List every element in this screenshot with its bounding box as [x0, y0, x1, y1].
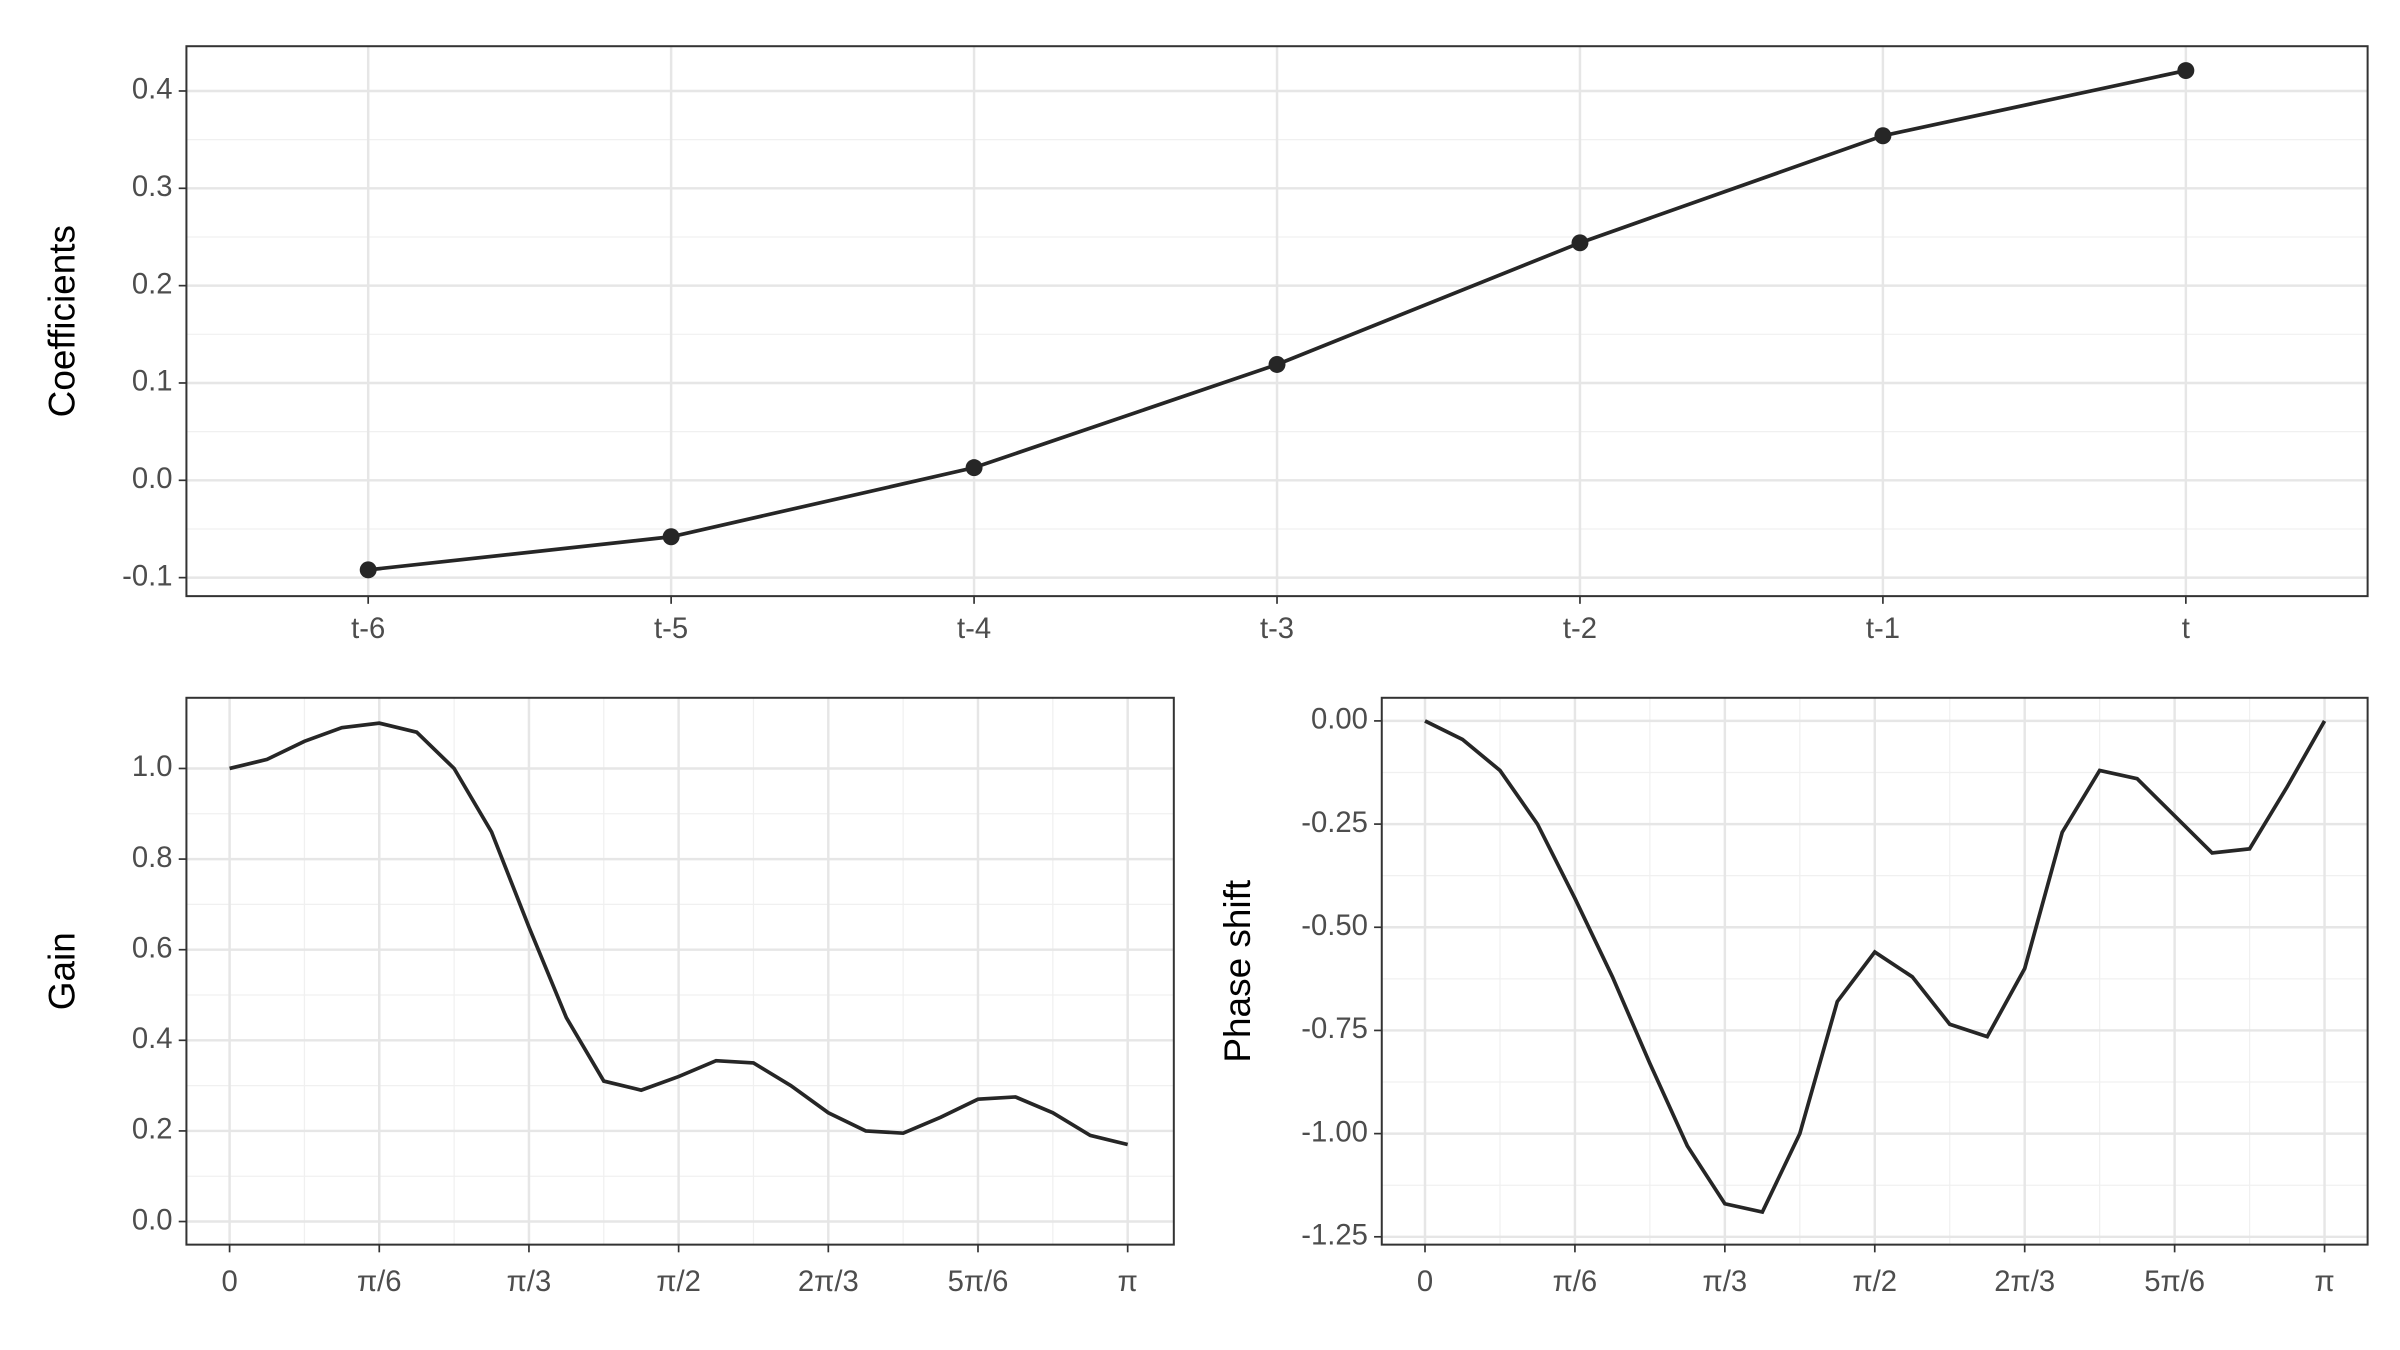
y-tick-label: 0.4 [132, 74, 173, 106]
data-line [1424, 719, 2327, 1215]
y-tick-label: -1.25 [1301, 1220, 1368, 1252]
x-tick-label: π [2314, 1266, 2334, 1298]
data-point [1268, 356, 1286, 373]
x-tick-label: 5π/6 [948, 1266, 1009, 1298]
x-tick-label: t-6 [351, 613, 385, 645]
data-point [662, 528, 680, 546]
x-tick-label: t-2 [1563, 613, 1597, 645]
panel-border [185, 45, 2369, 598]
x-tick-label: 2π/3 [798, 1266, 859, 1298]
y-tick-label: 0.8 [132, 842, 173, 874]
x-tick-label: π [1118, 1266, 1138, 1298]
x-tick-label: π/3 [1703, 1266, 1748, 1298]
panel-border [185, 696, 1175, 1246]
x-tick-label: π/2 [1852, 1266, 1897, 1298]
x-tick-label: t-4 [957, 613, 991, 645]
y-tick-label: -0.1 [122, 560, 172, 592]
x-tick-label: 0 [1417, 1266, 1433, 1298]
y-tick-label: 0.0 [132, 463, 173, 495]
y-axis-title: Gain [41, 932, 82, 1010]
y-tick-label: 0.6 [132, 932, 173, 964]
y-tick-label: 0.4 [132, 1023, 173, 1055]
x-tick-label: t-3 [1260, 613, 1294, 645]
y-tick-label: -0.75 [1301, 1013, 1368, 1045]
y-tick-label: -1.00 [1301, 1116, 1368, 1148]
x-tick-label: π/2 [656, 1266, 701, 1298]
data-point [965, 459, 983, 477]
data-point [1874, 127, 1892, 145]
y-axis-title: Phase shift [1217, 880, 1258, 1063]
data-point [359, 561, 377, 579]
y-tick-label: 0.2 [132, 268, 173, 300]
y-tick-label: 0.2 [132, 1114, 173, 1146]
y-tick-label: 1.0 [132, 751, 173, 783]
x-tick-label: π/3 [507, 1266, 552, 1298]
panel-border [1380, 696, 2369, 1246]
data-point [1571, 234, 1589, 252]
y-tick-label: -0.50 [1301, 910, 1368, 942]
data-point [2177, 62, 2195, 80]
x-tick-label: 5π/6 [2144, 1266, 2205, 1298]
y-tick-label: 0.0 [132, 1204, 173, 1236]
y-tick-label: 0.3 [132, 171, 173, 203]
y-axis-title: Coefficients [41, 225, 82, 417]
x-tick-label: t [2182, 613, 2190, 645]
x-tick-label: 2π/3 [1994, 1266, 2055, 1298]
x-tick-label: π/6 [357, 1266, 402, 1298]
x-tick-label: 0 [221, 1266, 237, 1298]
x-tick-label: t-5 [654, 613, 688, 645]
x-tick-label: π/6 [1553, 1266, 1598, 1298]
y-tick-label: 0.00 [1311, 704, 1368, 736]
y-tick-label: -0.25 [1301, 807, 1368, 839]
x-tick-label: t-1 [1866, 613, 1900, 645]
data-line [229, 721, 1129, 1147]
y-tick-label: 0.1 [132, 366, 173, 398]
